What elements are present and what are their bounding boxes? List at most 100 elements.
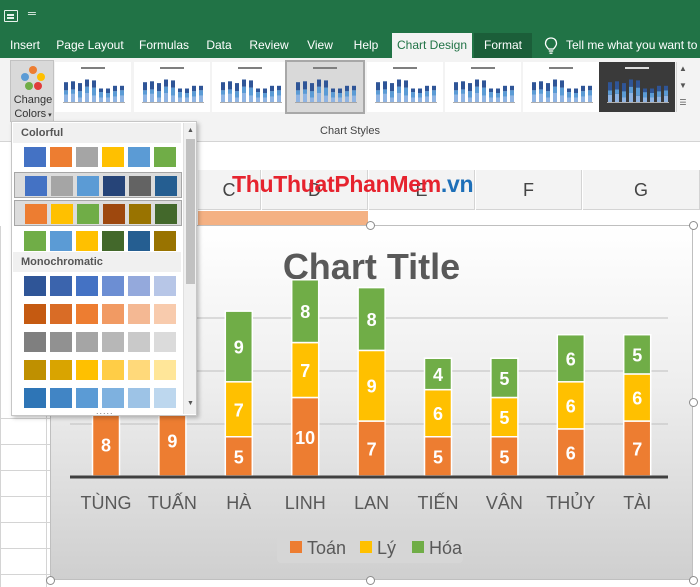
color-palette-option[interactable] (14, 357, 182, 383)
data-label[interactable]: 6 (566, 443, 576, 463)
tell-me-search[interactable]: Tell me what you want to do (566, 38, 700, 52)
data-label[interactable]: 6 (566, 349, 576, 369)
data-label[interactable]: 5 (234, 447, 244, 467)
gallery-up-icon[interactable]: ▲ (679, 64, 687, 73)
data-label[interactable]: 4 (433, 365, 443, 385)
color-palette-option[interactable] (14, 273, 182, 299)
data-label[interactable]: 6 (566, 396, 576, 416)
data-label[interactable]: 8 (300, 302, 310, 322)
chart-style-thumbnail[interactable] (445, 62, 521, 112)
color-palette-option[interactable] (14, 200, 182, 226)
resize-handle[interactable] (689, 221, 698, 230)
resize-handle[interactable] (689, 398, 698, 407)
color-palette-option[interactable] (14, 301, 182, 327)
bar-segment-3[interactable] (290, 279, 320, 344)
category-label[interactable]: TÀI (623, 493, 651, 513)
bar-segment-3[interactable] (622, 333, 652, 375)
color-palette-option[interactable] (14, 385, 182, 411)
category-label[interactable]: TÙNG (81, 492, 132, 513)
bar-segment-1[interactable] (622, 420, 652, 477)
dropdown-more[interactable]: ..... (96, 406, 114, 416)
data-label[interactable]: 9 (167, 432, 177, 452)
column-header-e[interactable]: E (369, 170, 475, 210)
chart-style-thumbnail-selected[interactable] (285, 60, 365, 114)
category-label[interactable]: TIẾN (417, 492, 458, 513)
bar-segment-3[interactable] (224, 310, 254, 383)
data-label[interactable]: 9 (367, 377, 377, 397)
color-palette-option[interactable] (14, 172, 182, 198)
chart-style-thumbnail[interactable] (55, 62, 131, 112)
chart-style-thumbnail-dark[interactable] (599, 62, 675, 112)
legend-label[interactable]: Hóa (429, 538, 463, 558)
bar-segment-2[interactable] (490, 396, 519, 438)
data-label[interactable]: 10 (295, 428, 315, 448)
bar-segment-2[interactable] (423, 388, 453, 438)
category-label[interactable]: HÀ (226, 493, 251, 513)
gallery-more-icon[interactable]: ☰ (679, 98, 687, 107)
color-palette-option[interactable] (14, 144, 182, 170)
data-label[interactable]: 5 (499, 369, 509, 389)
column-header-f[interactable]: F (476, 170, 582, 210)
data-label[interactable]: 5 (499, 447, 509, 467)
legend-label[interactable]: Toán (307, 538, 346, 558)
bar-segment-1[interactable] (423, 436, 453, 477)
chart-legend[interactable]: Toán Lý Hóa (277, 531, 463, 563)
category-label[interactable]: TUẤN (148, 492, 197, 513)
bar-segment-1[interactable] (158, 404, 187, 477)
data-label[interactable]: 5 (433, 447, 443, 467)
gallery-down-icon[interactable]: ▼ (679, 81, 687, 90)
tab-insert[interactable]: Insert (9, 38, 40, 52)
scroll-thumb[interactable] (186, 139, 195, 284)
resize-handle[interactable] (689, 576, 698, 585)
chart-style-thumbnail[interactable] (212, 62, 288, 112)
data-label[interactable]: 6 (433, 404, 443, 424)
tab-view[interactable]: View (307, 38, 333, 52)
tab-review[interactable]: Review (249, 38, 289, 52)
data-label[interactable]: 7 (632, 440, 642, 460)
data-label[interactable]: 5 (499, 408, 509, 428)
category-label[interactable]: THỦY (546, 492, 595, 513)
window-icon[interactable] (4, 10, 18, 22)
chart-style-thumbnail[interactable] (367, 62, 443, 112)
bar-segment-3[interactable] (556, 333, 586, 383)
data-label[interactable]: 7 (367, 440, 377, 460)
bar-segment-2[interactable] (290, 341, 320, 399)
chart-style-thumbnail[interactable] (523, 62, 599, 112)
quick-access-more-icon[interactable]: ═ (28, 8, 36, 20)
column-header-g[interactable]: G (583, 170, 700, 210)
tab-help[interactable]: Help (353, 38, 379, 52)
chart-style-thumbnail[interactable] (134, 62, 210, 112)
bar-segment-3[interactable] (423, 357, 453, 391)
data-label[interactable]: 8 (101, 436, 111, 456)
bar-segment-3[interactable] (357, 286, 386, 352)
data-label[interactable]: 6 (632, 389, 642, 409)
category-label[interactable]: LAN (354, 493, 389, 513)
color-palette-option[interactable] (14, 329, 182, 355)
data-label[interactable]: 7 (300, 361, 310, 381)
scroll-up-icon[interactable]: ▲ (187, 127, 194, 134)
scroll-down-icon[interactable]: ▼ (187, 400, 194, 407)
dropdown-scrollbar[interactable]: ▲ ▼ (183, 123, 196, 414)
bar-segment-2[interactable] (622, 373, 652, 422)
resize-handle[interactable] (366, 576, 375, 585)
data-label[interactable]: 5 (632, 345, 642, 365)
bar-segment-1[interactable] (224, 436, 254, 477)
tab-page-layout[interactable]: Page Layout (56, 38, 124, 52)
category-label[interactable]: VÂN (486, 493, 523, 513)
tab-formulas[interactable]: Formulas (138, 38, 189, 52)
category-label[interactable]: LINH (285, 493, 326, 513)
bar-segment-3[interactable] (490, 357, 519, 399)
filled-cell[interactable] (198, 211, 368, 226)
color-palette-option[interactable] (14, 228, 182, 254)
data-label[interactable]: 7 (234, 400, 244, 420)
tab-chart-design[interactable]: Chart Design (392, 33, 472, 58)
resize-handle[interactable] (46, 576, 55, 585)
legend-label[interactable]: Lý (377, 538, 396, 558)
column-header-d[interactable]: D (262, 170, 368, 210)
column-header-c[interactable]: C (198, 170, 261, 210)
data-label[interactable]: 8 (367, 310, 377, 330)
tab-format[interactable]: Format (474, 33, 532, 58)
data-label[interactable]: 9 (234, 337, 244, 357)
resize-handle[interactable] (366, 221, 375, 230)
tab-data[interactable]: Data (206, 38, 232, 52)
